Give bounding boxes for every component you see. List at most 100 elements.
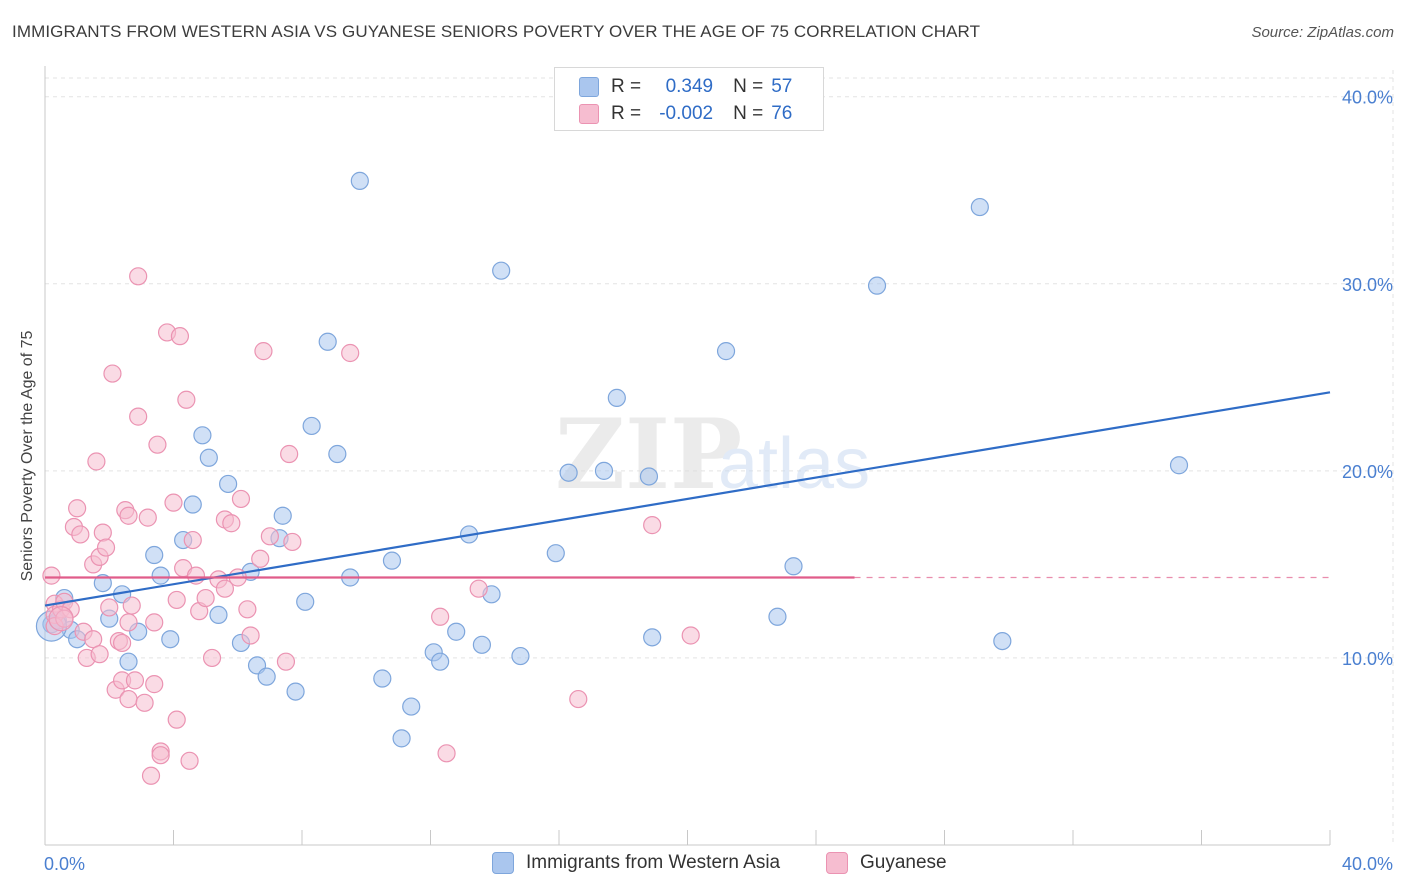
data-point-guyanese — [469, 579, 488, 598]
data-point-guyanese — [84, 630, 103, 649]
data-point-guyanese — [119, 613, 138, 632]
data-point-western-asia — [350, 171, 369, 190]
data-point-guyanese — [241, 626, 260, 645]
data-point-western-asia — [119, 652, 138, 671]
data-point-western-asia — [183, 495, 202, 514]
series-guyanese-points — [42, 267, 700, 785]
data-point-western-asia — [639, 467, 659, 486]
data-point-western-asia — [431, 652, 450, 671]
data-point-western-asia — [402, 697, 421, 716]
data-point-guyanese — [569, 689, 588, 709]
data-point-guyanese — [222, 514, 241, 533]
data-point-guyanese — [276, 652, 296, 671]
legend-n-value: 57 — [771, 76, 793, 97]
series-legend-label: Immigrants from Western Asia — [526, 852, 781, 873]
data-point-guyanese — [167, 710, 186, 729]
data-point-western-asia — [768, 607, 787, 626]
y-tick-labels: 10.0% 20.0% 30.0% 40.0% — [1342, 88, 1393, 669]
series-legend-label: Guyanese — [860, 852, 947, 873]
legend-r-value: -0.002 — [659, 103, 714, 124]
data-point-western-asia — [1169, 456, 1189, 475]
data-point-guyanese — [119, 506, 138, 525]
data-point-western-asia — [286, 682, 305, 701]
data-point-western-asia — [784, 557, 803, 576]
legend-n-label: N = — [733, 76, 764, 97]
data-point-western-asia — [219, 474, 238, 494]
y-tick-label: 10.0% — [1342, 649, 1393, 669]
data-point-guyanese — [125, 671, 145, 690]
data-point-western-asia — [382, 551, 402, 570]
data-point-guyanese — [112, 633, 132, 653]
data-point-guyanese — [254, 342, 273, 361]
data-point-western-asia — [328, 444, 347, 464]
data-point-guyanese — [135, 693, 154, 712]
data-point-western-asia — [199, 448, 218, 467]
data-point-western-asia — [993, 631, 1012, 651]
legend-n-label: N = — [733, 103, 764, 124]
series-legend-western-asia[interactable]: Immigrants from Western Asia — [492, 852, 780, 874]
data-point-guyanese — [180, 751, 199, 770]
data-point-guyanese — [145, 675, 164, 694]
series-western-asia-points — [35, 171, 1189, 748]
data-point-western-asia — [867, 276, 887, 295]
data-point-western-asia — [145, 545, 164, 565]
data-point-guyanese — [148, 435, 167, 454]
legend-swatch-pink — [579, 104, 599, 124]
data-point-western-asia — [318, 332, 337, 351]
watermark-atlas: atlas — [718, 424, 870, 504]
source-credit: Source: ZipAtlas.com — [1251, 24, 1394, 41]
data-point-western-asia — [296, 592, 315, 611]
legend-r-label: R = — [611, 103, 642, 124]
data-point-guyanese — [177, 390, 196, 409]
data-point-guyanese — [681, 626, 700, 645]
data-point-western-asia — [970, 197, 989, 217]
data-point-guyanese — [138, 508, 157, 527]
data-point-western-asia — [93, 573, 112, 593]
series-legend-guyanese[interactable]: Guyanese — [826, 852, 947, 874]
trend-lines — [44, 391, 1331, 607]
data-point-guyanese — [341, 343, 360, 363]
data-point-guyanese — [141, 766, 161, 785]
legend-row-guyanese: R = -0.002 N = 76 — [579, 101, 792, 127]
data-point-western-asia — [302, 416, 321, 436]
data-point-western-asia — [546, 544, 565, 563]
data-point-western-asia — [373, 669, 392, 688]
data-point-guyanese — [96, 538, 116, 557]
data-point-guyanese — [71, 525, 90, 544]
data-point-guyanese — [283, 532, 302, 552]
series-legend: Immigrants from Western Asia Guyanese — [0, 852, 1406, 878]
data-point-guyanese — [643, 516, 662, 535]
data-point-western-asia — [594, 461, 614, 480]
data-point-guyanese — [170, 327, 190, 346]
data-point-guyanese — [119, 689, 138, 709]
data-point-guyanese — [215, 579, 234, 598]
y-axis-label: Seniors Poverty Over the Age of 75 — [19, 331, 36, 582]
data-point-guyanese — [129, 267, 148, 286]
data-point-guyanese — [122, 596, 141, 615]
data-point-western-asia — [607, 388, 626, 407]
y-tick-label: 20.0% — [1342, 462, 1393, 482]
data-point-western-asia — [472, 635, 491, 654]
data-point-guyanese — [145, 613, 164, 632]
series-swatch-blue — [492, 852, 514, 874]
x-tick-label: 0.0% — [44, 854, 85, 874]
legend-r-label: R = — [611, 76, 642, 97]
data-point-western-asia — [492, 261, 511, 280]
data-point-western-asia — [716, 342, 736, 361]
data-point-guyanese — [437, 744, 456, 763]
series-swatch-pink — [826, 852, 848, 874]
data-point-guyanese-cluster — [48, 606, 74, 632]
data-point-guyanese — [100, 598, 119, 617]
legend-swatch-blue — [579, 77, 599, 97]
data-point-western-asia — [643, 628, 662, 647]
data-point-guyanese — [167, 590, 186, 610]
chart-title: IMMIGRANTS FROM WESTERN ASIA VS GUYANESE… — [12, 22, 981, 41]
trend-line-western-asia — [44, 391, 1331, 607]
data-point-western-asia — [209, 605, 228, 625]
data-point-western-asia — [151, 566, 170, 585]
data-point-guyanese — [42, 566, 61, 585]
legend-row-western-asia: R = 0.349 N = 57 — [579, 74, 792, 100]
data-point-western-asia — [273, 506, 292, 525]
watermark-zip: ZIP — [555, 398, 742, 511]
